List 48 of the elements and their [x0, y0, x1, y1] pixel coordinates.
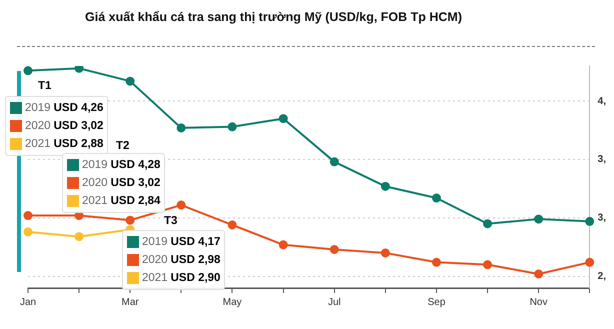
point [534, 269, 544, 278]
point [278, 114, 288, 124]
point [380, 182, 390, 191]
point [176, 123, 186, 132]
x-tick-label: May [222, 296, 242, 308]
point [24, 66, 32, 76]
annotation: 2021 USD 2,90 [142, 271, 220, 286]
x-tick-label: Sep [428, 296, 446, 308]
point [74, 66, 84, 73]
y-tick-label: 3, [598, 212, 606, 224]
point [126, 76, 135, 86]
point [126, 216, 135, 225]
annotation: 2020 USD 3,02 [25, 119, 104, 134]
y-tick-label: 2, [598, 271, 606, 282]
point [24, 211, 32, 220]
annotation: 2019 USD 4,28 [82, 158, 160, 173]
point [432, 258, 441, 267]
point [483, 219, 492, 228]
point [432, 194, 441, 203]
annotation: 2019 USD 4,26 [25, 101, 104, 116]
point [534, 214, 544, 224]
point [228, 220, 237, 230]
y-tick-label: 4, [598, 96, 606, 107]
annotation: T2 [116, 140, 130, 152]
point [278, 240, 288, 250]
point [330, 157, 339, 166]
point [176, 200, 186, 210]
point [585, 216, 594, 226]
point [74, 232, 84, 242]
y-tick-label: 3, [598, 154, 606, 166]
point [483, 260, 492, 270]
annotation: T1 [38, 80, 52, 92]
point [380, 248, 390, 258]
x-tick-label: Jul [328, 296, 341, 308]
annotation: T3 [164, 215, 178, 227]
point [228, 122, 237, 132]
annotation: 2020 USD 3,02 [82, 176, 160, 191]
point [585, 258, 594, 267]
point [330, 244, 339, 254]
x-tick-label: Nov [530, 296, 548, 308]
annotation: 2019 USD 4,17 [142, 235, 220, 250]
annotation: 2021 USD 2,88 [25, 137, 104, 152]
point [24, 227, 32, 236]
x-tick-label: Mar [122, 296, 140, 308]
annotation: 2021 USD 2,84 [82, 194, 160, 209]
chart-title: Giá xuất khẩu cá tra sang thị trường Mỹ (USD/kg, FOB Tp HCM) [85, 10, 462, 24]
x-tick-label: Jan [20, 296, 36, 308]
annotation: 2020 USD 2,98 [142, 253, 220, 268]
